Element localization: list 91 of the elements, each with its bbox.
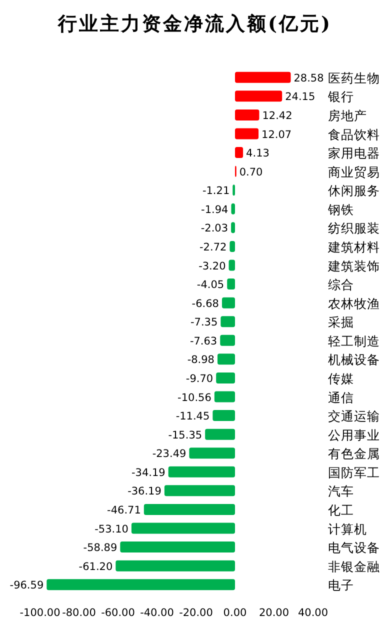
x-tick-label: 20.00 xyxy=(258,607,290,619)
y-tick-label: 家用电器 xyxy=(328,146,380,161)
data-label: -1.21 xyxy=(202,185,230,198)
data-label: 4.13 xyxy=(246,148,270,160)
bar xyxy=(189,448,235,459)
y-tick-label: 国防军工 xyxy=(328,464,380,480)
data-label: -10.56 xyxy=(178,392,212,404)
data-label: -2.72 xyxy=(200,241,227,254)
y-tick-label: 计算机 xyxy=(328,521,367,536)
bar xyxy=(144,504,235,515)
bar xyxy=(205,428,235,440)
data-label: 24.15 xyxy=(285,91,316,104)
x-tick-label: -60.00 xyxy=(101,607,135,619)
data-label: -7.63 xyxy=(190,335,218,348)
bar xyxy=(228,260,235,271)
y-tick-label: 商业贸易 xyxy=(328,164,380,180)
bar xyxy=(164,485,235,496)
y-tick-label: 纺织服装 xyxy=(328,220,380,236)
data-label: -15.35 xyxy=(168,429,202,442)
bar xyxy=(235,109,260,120)
y-tick-label: 机械设备 xyxy=(328,352,380,368)
x-tick-label: 40.00 xyxy=(298,607,328,619)
bar xyxy=(216,372,235,384)
data-label: -34.19 xyxy=(131,466,166,479)
data-label: -2.03 xyxy=(200,222,228,235)
data-label: 28.58 xyxy=(294,72,324,84)
data-label: -9.70 xyxy=(186,372,214,385)
bar xyxy=(214,391,235,402)
y-tick-label: 医药生物 xyxy=(328,70,380,86)
bar xyxy=(168,466,235,478)
y-tick-label: 食品饮料 xyxy=(328,126,380,142)
data-label: -96.59 xyxy=(10,580,44,592)
data-label: -4.05 xyxy=(196,279,224,292)
data-label: -3.20 xyxy=(198,260,226,272)
y-tick-label: 轻工制造 xyxy=(328,333,380,348)
chart-title: 行业主力资金净流入额(亿元) xyxy=(57,13,332,35)
data-label: -7.35 xyxy=(190,316,218,329)
y-tick-label: 电子 xyxy=(328,578,354,593)
y-tick-label: 传媒 xyxy=(328,370,354,386)
y-tick-label: 钢铁 xyxy=(327,202,354,217)
bar xyxy=(235,90,282,102)
bar xyxy=(231,222,235,234)
y-tick-label: 建筑装饰 xyxy=(327,258,380,274)
data-label: -11.45 xyxy=(176,410,210,423)
y-tick-label: 交通运输 xyxy=(328,408,380,424)
bar xyxy=(120,542,235,553)
bar xyxy=(230,240,235,252)
bar xyxy=(217,354,235,365)
y-tick-label: 农林牧渔 xyxy=(328,296,380,311)
y-tick-label: 采掘 xyxy=(328,314,354,330)
bar xyxy=(131,522,235,534)
x-tick-label: -100.00 xyxy=(20,607,60,619)
data-label: 12.07 xyxy=(262,128,292,141)
bar xyxy=(212,410,235,422)
data-label: 12.42 xyxy=(262,110,292,122)
bar xyxy=(46,579,235,590)
data-label: -61.20 xyxy=(78,560,113,573)
data-label: 0.70 xyxy=(239,166,263,178)
y-tick-label: 银行 xyxy=(327,89,354,104)
data-label: -36.19 xyxy=(128,486,162,498)
y-tick-label: 休闲服务 xyxy=(328,183,380,198)
bar xyxy=(227,278,235,290)
data-label: -58.89 xyxy=(83,542,118,554)
bar xyxy=(235,128,259,140)
bar xyxy=(235,72,291,83)
x-tick-label: -40.00 xyxy=(140,607,174,619)
data-label: -53.10 xyxy=(94,523,128,536)
data-label: -46.71 xyxy=(107,504,141,516)
x-tick-label: -20.00 xyxy=(179,607,213,619)
y-tick-label: 通信 xyxy=(328,390,354,405)
y-tick-label: 公用事业 xyxy=(328,427,380,442)
y-tick-label: 综合 xyxy=(328,277,354,292)
data-label: -6.68 xyxy=(192,298,219,310)
bar xyxy=(116,560,235,572)
data-label: -8.98 xyxy=(187,354,214,366)
data-label: -23.49 xyxy=(152,448,186,460)
bar xyxy=(220,334,235,346)
y-tick-label: 建筑材料 xyxy=(327,239,380,254)
bar xyxy=(235,147,244,158)
y-tick-label: 非银金融 xyxy=(328,558,380,574)
y-tick-label: 化工 xyxy=(328,502,354,518)
x-tick-label: 0.00 xyxy=(223,607,247,619)
y-tick-label: 电气设备 xyxy=(328,540,380,556)
bar xyxy=(222,297,235,308)
bar xyxy=(231,203,235,214)
y-tick-label: 房地产 xyxy=(328,108,367,123)
y-tick-label: 有色金属 xyxy=(328,446,380,462)
data-label: -1.94 xyxy=(201,204,229,216)
x-tick-label: -80.00 xyxy=(62,607,96,619)
y-tick-label: 汽车 xyxy=(328,484,354,499)
bar xyxy=(220,316,235,328)
